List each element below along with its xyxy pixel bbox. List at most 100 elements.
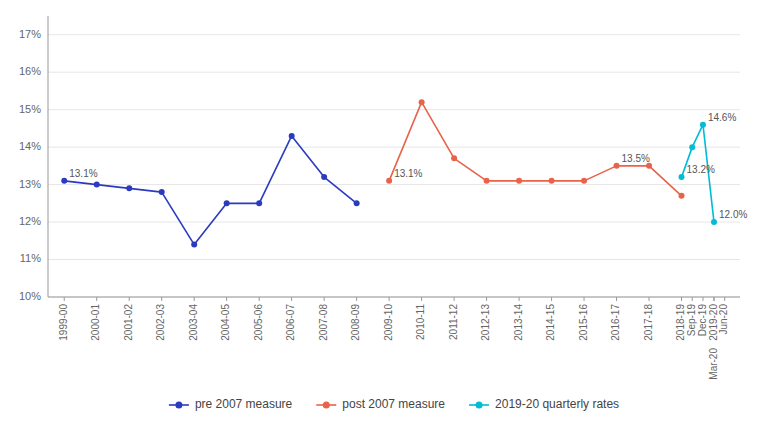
x-tick — [259, 297, 260, 301]
x-tick — [64, 297, 65, 301]
x-tick-label: 2002-03 — [155, 304, 166, 341]
series-point — [516, 178, 522, 184]
y-tick-label: 10% — [19, 290, 41, 302]
legend-label: 2019-20 quarterly rates — [495, 397, 619, 411]
series-point — [224, 200, 230, 206]
x-tick-label: 2011-12 — [448, 304, 459, 340]
grid-line — [48, 34, 740, 35]
x-tick-label: 2005-06 — [253, 304, 264, 341]
legend-marker — [175, 402, 182, 409]
x-tick — [324, 297, 325, 301]
x-tick — [714, 297, 715, 301]
x-tick-label: 2014-15 — [545, 304, 556, 341]
series-point — [689, 144, 695, 150]
series-point — [711, 219, 717, 225]
series-point — [700, 122, 706, 128]
series-point — [94, 182, 100, 188]
y-tick-label: 14% — [19, 140, 41, 152]
series-point — [386, 178, 392, 184]
x-tick — [454, 297, 455, 301]
series-line — [682, 125, 714, 222]
y-tick-label: 12% — [19, 215, 41, 227]
y-axis-line — [48, 16, 49, 297]
grid-line — [48, 147, 740, 148]
annotation: 12.0% — [719, 209, 747, 220]
y-tick-label: 13% — [19, 178, 41, 190]
x-tick-label: 2007-08 — [318, 304, 329, 341]
x-tick-label: 2012-13 — [480, 304, 491, 341]
chart: 10% 11% 12% 13% 14% 15% 16% 17% 1999-00 2000-01 20… — [0, 0, 768, 421]
legend-marker — [476, 402, 483, 409]
y-tick-label: 16% — [19, 65, 41, 77]
series-point — [289, 133, 295, 139]
x-axis-line — [48, 297, 740, 298]
x-tick — [129, 297, 130, 301]
x-tick — [96, 297, 97, 301]
grid-line — [48, 72, 740, 73]
series-point — [679, 193, 685, 199]
x-tick-label: 2010-11 — [415, 304, 426, 340]
annotation: 13.1% — [394, 168, 422, 179]
x-tick — [714, 297, 715, 301]
legend-label: post 2007 measure — [342, 397, 445, 411]
series-line — [389, 102, 681, 196]
series-point — [321, 174, 327, 180]
series-point — [159, 189, 165, 195]
legend-marker — [323, 402, 330, 409]
grid-line — [48, 297, 740, 298]
series-point — [256, 200, 262, 206]
series-point — [126, 185, 132, 191]
series-point — [679, 174, 685, 180]
x-tick — [584, 297, 585, 301]
x-tick-label: 2008-09 — [350, 304, 361, 341]
x-tick — [724, 297, 725, 301]
legend-item: post 2007 measure — [316, 397, 445, 411]
x-tick-label: 2016-17 — [610, 304, 621, 341]
x-tick-label: 2013-14 — [513, 304, 524, 341]
grid — [48, 35, 740, 297]
x-tick — [692, 297, 693, 301]
x-tick — [389, 297, 390, 301]
series-point — [549, 178, 555, 184]
x-tick — [649, 297, 650, 301]
series-line — [64, 136, 356, 245]
x-tick — [551, 297, 552, 301]
x-tick-label: Mar-20 — [708, 348, 719, 380]
y-tick-label: 17% — [19, 28, 41, 40]
annotation: 13.1% — [69, 168, 97, 179]
annotation: 14.6% — [708, 112, 736, 123]
y-tick-label: 11% — [20, 252, 41, 264]
x-tick — [616, 297, 617, 301]
series-point — [451, 155, 457, 161]
x-tick — [226, 297, 227, 301]
y-tick-label: 15% — [19, 103, 41, 115]
x-tick-label: 2015-16 — [578, 304, 589, 341]
grid-line — [48, 222, 740, 223]
series-point — [419, 99, 425, 105]
x-tick-label: 1999-00 — [58, 304, 69, 341]
legend: pre 2007 measure post 2007 measure 2019-20… — [169, 397, 619, 411]
grid-line — [48, 184, 740, 185]
x-tick — [519, 297, 520, 301]
x-tick-label: 2000-01 — [90, 304, 101, 341]
x-tick — [291, 297, 292, 301]
x-tick — [356, 297, 357, 301]
x-tick-label: Jun-20 — [718, 304, 729, 335]
x-tick-label: 2001-02 — [123, 304, 134, 341]
x-tick-label: 2018-19 — [675, 304, 686, 341]
x-tick — [702, 297, 703, 301]
series-point — [581, 178, 587, 184]
grid-line — [48, 109, 740, 110]
x-tick-label: Sep-19 — [686, 304, 697, 337]
annotation: 13.2% — [687, 164, 715, 175]
series-point — [614, 163, 620, 169]
x-tick — [421, 297, 422, 301]
series-point — [191, 242, 197, 248]
annotation: 13.5% — [622, 153, 650, 164]
series-point — [61, 178, 67, 184]
legend-item: 2019-20 quarterly rates — [469, 397, 619, 411]
legend-label: pre 2007 measure — [195, 397, 293, 411]
x-tick-label: 2019-20 — [708, 304, 719, 341]
x-tick-label: 2003-04 — [188, 304, 199, 341]
x-tick-label: 2004-05 — [220, 304, 231, 341]
